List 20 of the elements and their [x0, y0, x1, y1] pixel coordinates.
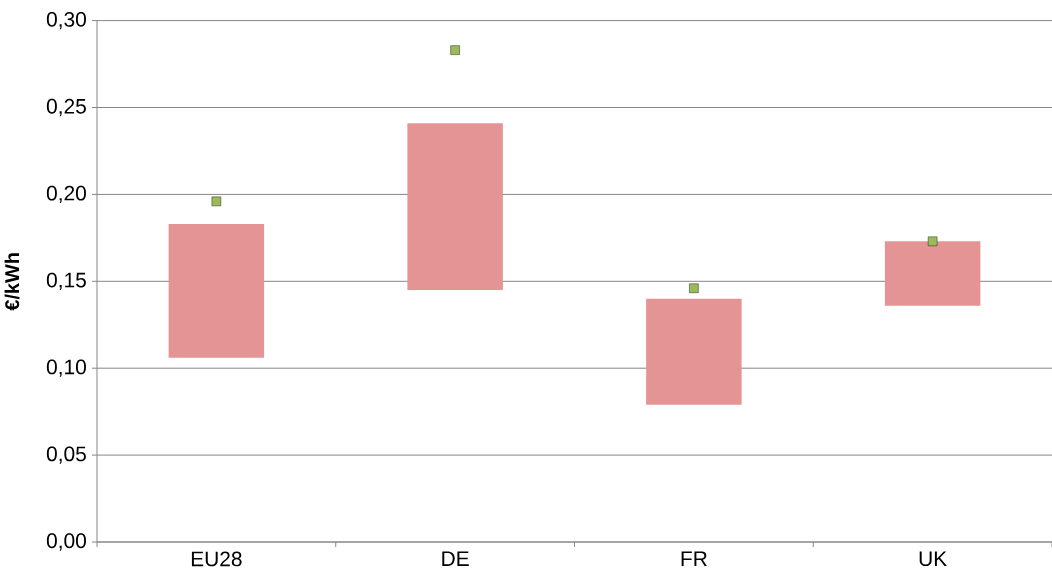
y-tick-label: 0,20: [46, 185, 86, 204]
y-tick-label: 0,05: [46, 446, 86, 464]
x-tick-label: FR: [681, 551, 707, 566]
point: [211, 196, 222, 207]
x-tick-label: EU28: [191, 551, 242, 567]
y-axis-title: €/kWh: [4, 253, 20, 311]
y-tick-label: 0,10: [46, 359, 86, 377]
bar: [168, 223, 265, 358]
point: [450, 45, 460, 55]
y-tick-label: 0,00: [46, 533, 86, 551]
y-tick-label: 0,25: [46, 98, 86, 117]
x-tick-label: UK: [919, 551, 947, 567]
x-tick-label: DE: [442, 551, 469, 566]
y-tick-label: 0,30: [46, 11, 86, 30]
bar: [407, 123, 503, 290]
point: [689, 283, 699, 293]
bar: [884, 241, 981, 306]
y-tick-label: 0,15: [46, 272, 86, 290]
bar: [646, 298, 742, 405]
point: [927, 236, 938, 247]
